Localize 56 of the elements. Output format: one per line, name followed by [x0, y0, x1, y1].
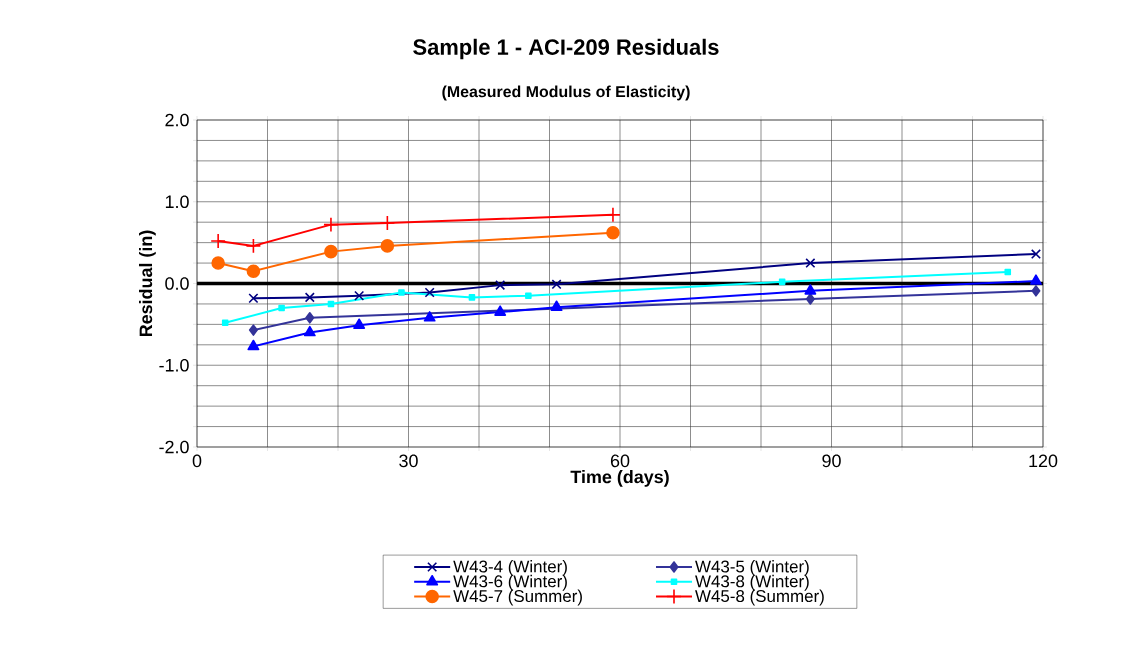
point: [221, 319, 229, 327]
y-tick-label: -2.0: [159, 440, 189, 454]
point: [278, 304, 285, 312]
point: [398, 289, 405, 296]
x-tick-label: 90: [822, 454, 841, 468]
point: [246, 264, 261, 279]
y-axis-title: Residual (in): [139, 230, 156, 337]
point: [354, 290, 365, 301]
chart-subtitle: (Measured Modulus of Elasticity): [442, 85, 690, 101]
point: [605, 207, 621, 223]
point: [804, 284, 817, 295]
point: [353, 318, 366, 329]
legend-label: W43-6 (Winter): [453, 574, 567, 591]
legend-label: W45-8 (Summer): [695, 589, 824, 606]
point: [495, 280, 506, 291]
point: [1004, 268, 1012, 276]
point: [1030, 249, 1041, 260]
point: [1031, 285, 1041, 297]
point: [380, 239, 395, 253]
x-tick-label: 60: [610, 454, 630, 468]
legend-label: W43-5 (Winter): [695, 560, 809, 576]
point: [210, 233, 226, 249]
x-axis-title: Time (days): [570, 470, 669, 487]
point: [303, 325, 316, 337]
point: [247, 339, 260, 351]
legend-label: W43-8 (Winter): [695, 574, 809, 591]
point: [494, 305, 507, 316]
point: [324, 244, 338, 259]
y-tick-label: 1.0: [165, 195, 189, 209]
x-tick-label: 0: [192, 454, 202, 468]
point: [805, 258, 816, 269]
point: [323, 216, 339, 233]
point: [525, 292, 532, 300]
point: [606, 226, 620, 240]
point: [550, 300, 563, 311]
y-tick-label: 0.0: [165, 277, 189, 290]
point: [379, 215, 396, 231]
chart-title: Sample 1 - ACI-209 Residuals: [413, 38, 719, 60]
point: [423, 311, 436, 322]
y-tick-label: 2.0: [165, 113, 189, 127]
legend-label: W43-4 (Winter): [453, 560, 567, 576]
x-tick-label: 30: [399, 454, 418, 468]
point: [468, 294, 476, 301]
point: [248, 293, 259, 304]
point: [551, 279, 562, 290]
point: [248, 324, 258, 336]
point: [305, 312, 315, 324]
point: [1029, 274, 1042, 285]
y-tick-label: -1.0: [159, 358, 189, 372]
x-tick-label: 120: [1029, 454, 1058, 468]
point: [304, 292, 315, 303]
point: [805, 293, 815, 305]
point: [211, 256, 225, 270]
point: [245, 238, 262, 254]
point: [424, 287, 435, 298]
legend-label: W45-7 (Summer): [453, 589, 582, 606]
